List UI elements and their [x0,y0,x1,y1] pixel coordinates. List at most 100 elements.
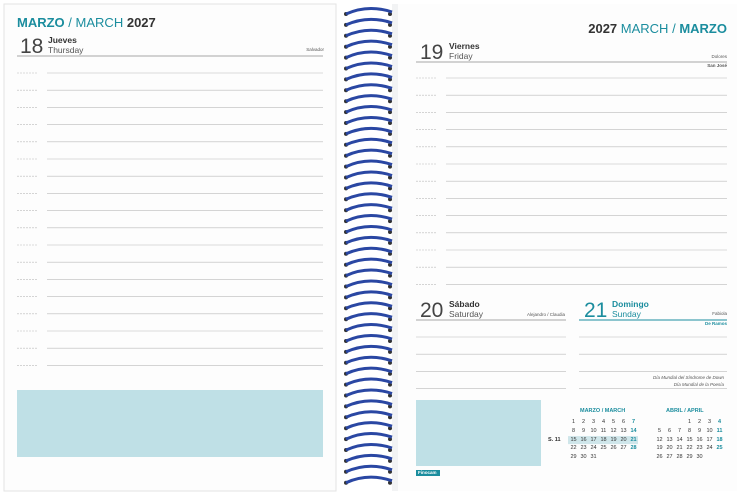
calendar-day: 26 [610,445,617,452]
day-number: 20 [420,299,444,322]
calendar-day: 28 [630,445,637,452]
spiral-coil [345,105,393,114]
spiral-coil [345,192,393,201]
calendar-day: 1 [687,419,692,425]
week-label: S. 11 [548,436,561,443]
day-name: Sunday [612,309,641,319]
day-name: Sábado [449,299,480,309]
month: MARCH [75,15,124,30]
spiral-coil [345,301,393,310]
calendar-day: 5 [611,419,616,425]
note: De Ramos [704,321,727,326]
day-name: Viernes [449,41,480,51]
calendar-day: 16 [696,436,703,443]
calendar-day: 3 [591,419,596,425]
spiral-coil [345,94,393,103]
calendar-day: 5 [657,427,662,434]
calendar-day: 7 [677,427,682,434]
spiral-coil [345,126,393,136]
note: San José [707,63,727,68]
spiral-coil [345,432,393,441]
spiral-coil [345,279,393,288]
calendar-day: 15 [570,436,577,443]
spiral-coil [345,399,393,408]
slash: / [672,21,676,36]
spiral-coil [345,388,393,397]
calendar-day: 4 [601,419,606,425]
calendar-day: 7 [631,419,636,425]
year: 2027 [588,21,618,36]
logo-bg [416,470,440,476]
calendar-day: 10 [590,427,597,434]
saint: Dolores [711,54,727,59]
brand: Finocam [418,470,437,475]
spiral-coil [345,268,393,277]
calendar-day: 20 [620,436,627,443]
notes-box [416,400,541,466]
calendar-day: 9 [581,427,586,434]
saint: Alejandro / Claudia [526,312,565,317]
calendar-day: 31 [590,454,597,461]
month: MARZO [679,21,727,36]
notes-box [17,390,323,457]
spiral-coil [345,235,393,245]
day-name: Saturday [449,309,484,319]
spiral-coil [345,257,393,267]
day-number: 18 [20,35,44,58]
calendar-title: MARZO / MARCH [580,408,626,414]
spiral-coil [345,344,393,354]
day-name: Friday [449,51,473,61]
calendar-day: 17 [706,436,713,443]
calendar-day: 10 [706,427,713,434]
calendar-day: 23 [696,445,703,452]
calendar-day: 18 [716,436,723,443]
spiral-coil [345,181,393,190]
day-name: Thursday [48,45,84,55]
calendar-day: 25 [716,445,723,452]
year: 2027 [126,15,156,30]
spiral-coil [345,246,393,256]
spiral-coil [345,214,393,223]
calendar-day: 20 [666,445,673,452]
calendar-day: 29 [570,454,577,461]
calendar-title: ABRIL / APRIL [666,408,704,414]
day-number: 19 [420,41,444,64]
calendar-day: 26 [656,454,663,461]
spiral-coil [345,443,393,452]
spiral-coil [345,464,393,474]
calendar-day: 22 [686,445,693,452]
spiral-coil [345,61,393,70]
header: MARZO / MARCH 2027 [17,16,156,29]
calendar-day: 23 [580,445,587,452]
calendar-day: 16 [580,436,587,443]
day-name: Domingo [612,299,649,309]
calendar-day: 13 [620,427,627,434]
calendar-day: 28 [676,454,683,461]
spiral-coil [345,72,393,81]
saint: Salvador [306,47,324,52]
calendar-day: 30 [580,454,587,461]
calendar-day: 6 [667,427,672,434]
spiral-coil [345,323,393,332]
calendar-day: 21 [630,436,637,443]
calendar-day: 12 [656,436,663,443]
spiral-coil [345,290,393,299]
slash: / [68,15,72,30]
saint: Fabiola [712,311,727,316]
spiral-coil [345,312,393,321]
calendar-day: 6 [621,419,626,425]
month: MARZO [17,15,65,30]
spiral-coil [345,170,393,179]
calendar-day: 24 [590,445,597,452]
calendar-day: 29 [686,454,693,461]
calendar-day: 11 [716,427,723,434]
spiral-coil [345,148,393,158]
spiral-coil [345,39,393,49]
spiral-coil [345,203,393,212]
spiral-coil [345,50,393,59]
calendar-day: 18 [600,436,607,443]
day-name: Jueves [48,35,77,45]
week-highlight [568,436,638,445]
